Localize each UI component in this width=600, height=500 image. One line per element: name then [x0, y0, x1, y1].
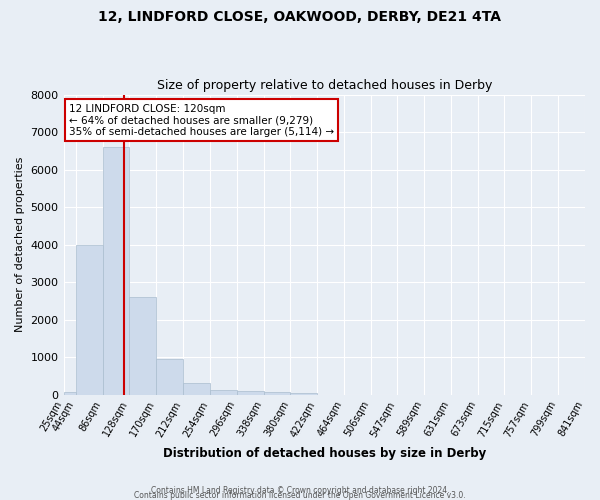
X-axis label: Distribution of detached houses by size in Derby: Distribution of detached houses by size … — [163, 447, 486, 460]
Text: Contains HM Land Registry data © Crown copyright and database right 2024.: Contains HM Land Registry data © Crown c… — [151, 486, 449, 495]
Bar — [76, 244, 103, 394]
Bar — [263, 392, 290, 394]
Text: 12, LINDFORD CLOSE, OAKWOOD, DERBY, DE21 4TA: 12, LINDFORD CLOSE, OAKWOOD, DERBY, DE21… — [98, 10, 502, 24]
Bar — [210, 390, 237, 394]
Y-axis label: Number of detached properties: Number of detached properties — [15, 157, 25, 332]
Bar — [103, 147, 130, 394]
Bar — [130, 297, 156, 394]
Bar — [290, 392, 317, 394]
Bar — [156, 359, 183, 394]
Title: Size of property relative to detached houses in Derby: Size of property relative to detached ho… — [157, 79, 492, 92]
Bar — [183, 382, 210, 394]
Bar — [64, 392, 76, 394]
Text: 12 LINDFORD CLOSE: 120sqm
← 64% of detached houses are smaller (9,279)
35% of se: 12 LINDFORD CLOSE: 120sqm ← 64% of detac… — [69, 104, 334, 137]
Text: Contains public sector information licensed under the Open Government Licence v3: Contains public sector information licen… — [134, 491, 466, 500]
Bar — [237, 391, 263, 394]
